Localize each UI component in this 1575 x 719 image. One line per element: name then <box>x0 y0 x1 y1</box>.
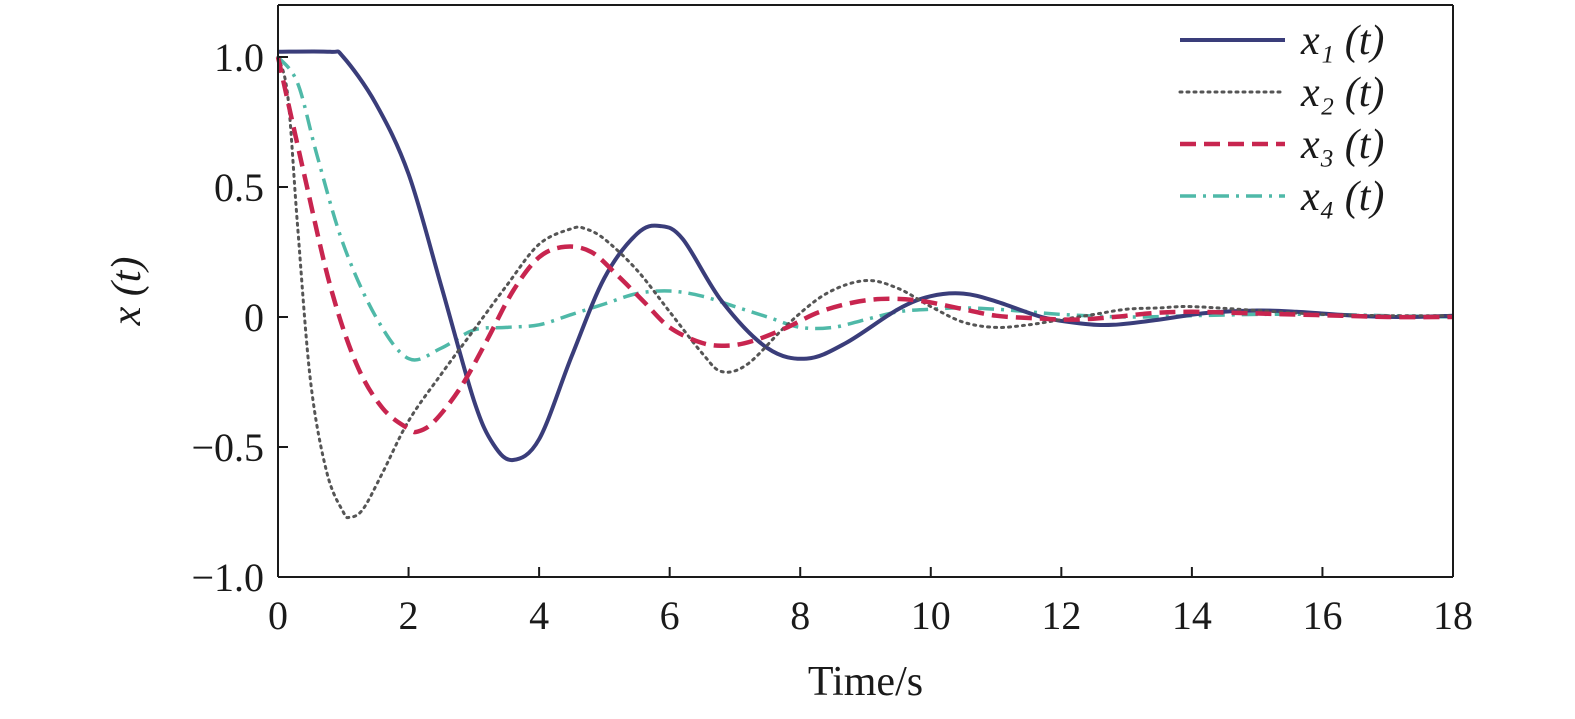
x-tick-label: 10 <box>911 593 951 638</box>
y-tick-label: 0 <box>244 295 264 340</box>
x-tick-label: 14 <box>1172 593 1212 638</box>
x-tick-label: 16 <box>1302 593 1342 638</box>
legend-label-3: x₃ (t) <box>1300 122 1384 168</box>
plot-area <box>275 49 1455 520</box>
series-line-2 <box>276 55 1455 520</box>
y-axis-label: x (t) <box>104 257 150 327</box>
x-tick-label: 18 <box>1433 593 1473 638</box>
series-line-3 <box>275 56 1454 435</box>
x-tick-label: 6 <box>660 593 680 638</box>
x-tick-label: 12 <box>1041 593 1081 638</box>
x-tick-label: 0 <box>268 593 288 638</box>
y-tick-label: 0.5 <box>214 165 264 210</box>
legend-label-4: x₄ (t) <box>1300 174 1384 220</box>
y-tick-label: −0.5 <box>191 425 264 470</box>
x-axis-label: Time/s <box>808 659 923 705</box>
y-tick-label: 1.0 <box>214 35 264 80</box>
x-tick-label: 2 <box>399 593 419 638</box>
legend-label-1: x₁ (t) <box>1300 18 1384 64</box>
axes: 0 2 4 6 8 10 12 14 16 18 −1.0 −0.5 0 0.5 1.0 <box>191 4 1473 638</box>
x-tick-label: 4 <box>529 593 549 638</box>
series-line-4 <box>276 55 1454 362</box>
legend-label-2: x₂ (t) <box>1300 70 1384 116</box>
series-line-1 <box>277 49 1454 463</box>
y-tick-label: −1.0 <box>191 555 264 600</box>
x-tick-label: 8 <box>790 593 810 638</box>
legend: x₁ (t) x₂ (t) x₃ (t) x₄ (t) <box>1178 18 1384 220</box>
